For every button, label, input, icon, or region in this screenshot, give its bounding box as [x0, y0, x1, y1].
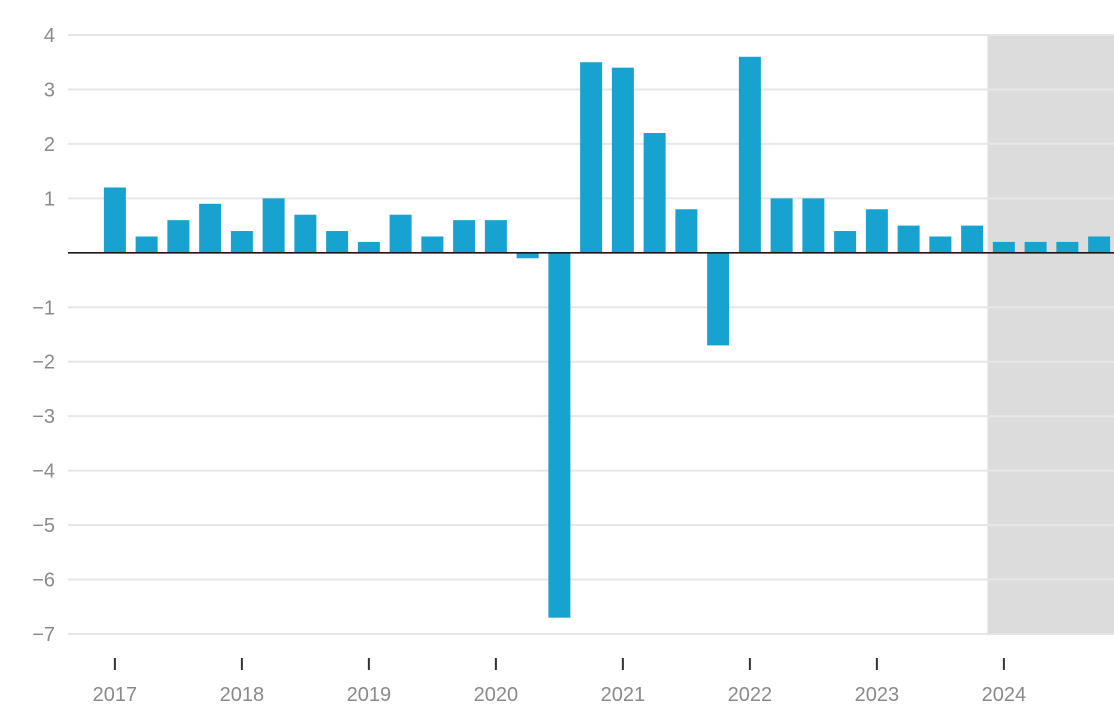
bar	[1056, 241, 1079, 253]
y-tick-label: −6	[32, 570, 55, 592]
bar	[802, 198, 825, 253]
bar	[580, 62, 603, 253]
y-tick-label: −5	[32, 515, 55, 537]
x-tick-label: 2024	[982, 684, 1027, 706]
bar	[897, 225, 920, 253]
bar	[611, 67, 634, 253]
x-tick-label: 2019	[347, 684, 392, 706]
y-tick-label: 1	[44, 188, 55, 210]
bar	[135, 236, 158, 253]
x-tick-label: 2023	[855, 684, 900, 706]
x-tick-label: 2022	[728, 684, 773, 706]
bar	[326, 231, 349, 253]
y-tick-label: −1	[32, 297, 55, 319]
bar	[738, 56, 761, 253]
y-tick-label: 3	[44, 79, 55, 101]
bar	[167, 220, 190, 253]
x-axis-ticks: 2017 2018 2019 2020 2021 2022 2023 2024	[93, 658, 1027, 706]
y-tick-label: −7	[32, 624, 55, 646]
y-axis-ticks: 4 3 2 1 −1 −2 −3 −4 −5 −6 −7	[32, 25, 55, 646]
y-tick-label: 4	[44, 25, 55, 47]
bar	[834, 231, 857, 253]
x-tick-label: 2020	[474, 684, 519, 706]
bar	[294, 214, 317, 253]
x-tick-label: 2017	[93, 684, 138, 706]
bar	[103, 187, 126, 253]
shaded-region	[987, 35, 1114, 634]
x-tick-label: 2018	[220, 684, 265, 706]
bar	[389, 214, 412, 253]
bar	[1088, 236, 1111, 253]
bar	[929, 236, 952, 253]
x-tick-label: 2021	[601, 684, 646, 706]
bar	[453, 220, 476, 253]
bar	[770, 198, 793, 253]
y-tick-label: 2	[44, 134, 55, 156]
bar	[199, 203, 222, 253]
bar	[675, 209, 698, 253]
bar	[961, 225, 984, 253]
bars	[103, 56, 1111, 618]
y-tick-label: −3	[32, 406, 55, 428]
bar	[548, 252, 571, 618]
bar	[707, 252, 730, 346]
bar	[421, 236, 444, 253]
bar	[484, 220, 507, 253]
bar	[357, 241, 380, 253]
y-tick-label: −4	[32, 461, 55, 483]
bar	[1024, 241, 1047, 253]
bar	[262, 198, 285, 253]
shaded-forecast-region	[987, 35, 1114, 634]
bar	[992, 241, 1015, 253]
y-tick-label: −2	[32, 352, 55, 374]
bar	[865, 209, 888, 253]
bar	[230, 231, 253, 253]
gridlines	[68, 34, 1114, 635]
bar	[516, 252, 539, 259]
bar	[643, 133, 666, 253]
